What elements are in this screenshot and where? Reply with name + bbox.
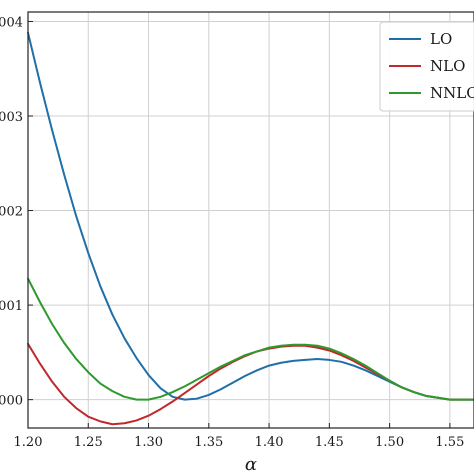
legend: LO NLO NNLO — [379, 21, 474, 112]
x-axis-label: α — [245, 454, 257, 474]
series-line-nnlo — [27, 277, 474, 401]
y-tick-label: 0.0003 — [0, 110, 23, 125]
x-tick-label: 1.55 — [435, 435, 464, 450]
x-tick-label: 1.40 — [255, 435, 284, 450]
legend-box — [379, 21, 474, 112]
legend-label-lo: LO — [430, 30, 452, 48]
legend-label-nnlo: NNLO — [430, 84, 474, 102]
grid — [27, 12, 474, 428]
x-tick-label: 1.45 — [315, 435, 344, 450]
series-line-nlo — [27, 342, 474, 426]
plot-frame — [27, 11, 474, 429]
x-tick-label: 1.20 — [14, 435, 43, 450]
y-tick-label: 0.0004 — [0, 15, 23, 30]
x-tick-label: 1.50 — [375, 435, 404, 450]
y-tick-label: 0.0002 — [0, 205, 23, 220]
x-tick-label: 1.25 — [74, 435, 103, 450]
series-lines — [27, 31, 474, 426]
x-tick-label: 1.35 — [194, 435, 223, 450]
legend-label-nlo: NLO — [430, 57, 465, 75]
x-tick-label: 1.30 — [134, 435, 163, 450]
